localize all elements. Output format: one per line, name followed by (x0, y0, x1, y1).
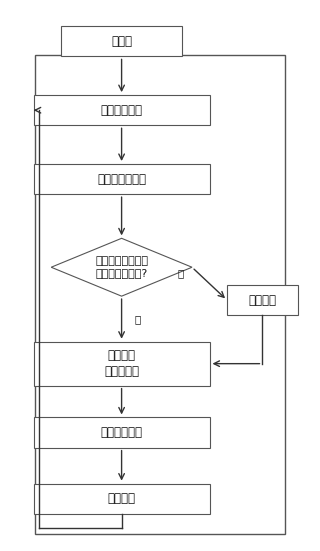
Text: 电能信号采集: 电能信号采集 (100, 104, 143, 117)
FancyBboxPatch shape (34, 164, 210, 194)
Text: 初始化: 初始化 (111, 35, 132, 48)
FancyBboxPatch shape (61, 26, 182, 56)
FancyBboxPatch shape (34, 418, 210, 447)
FancyBboxPatch shape (34, 342, 210, 386)
Text: 整定计算
二进制编码: 整定计算 二进制编码 (104, 349, 139, 378)
Text: 数据发送: 数据发送 (108, 492, 136, 505)
Polygon shape (51, 238, 192, 296)
FancyBboxPatch shape (227, 285, 298, 315)
Text: 无功调节量确定: 无功调节量确定 (97, 172, 146, 186)
Text: 否: 否 (134, 314, 141, 324)
Text: 二次优化: 二次优化 (248, 294, 276, 307)
Text: 是: 是 (178, 268, 184, 278)
FancyBboxPatch shape (34, 484, 210, 514)
Text: 仅在电容的条件下
治理是否过补偿?: 仅在电容的条件下 治理是否过补偿? (95, 256, 148, 278)
FancyBboxPatch shape (34, 95, 210, 125)
Text: 控制电容调节: 控制电容调节 (100, 426, 143, 439)
